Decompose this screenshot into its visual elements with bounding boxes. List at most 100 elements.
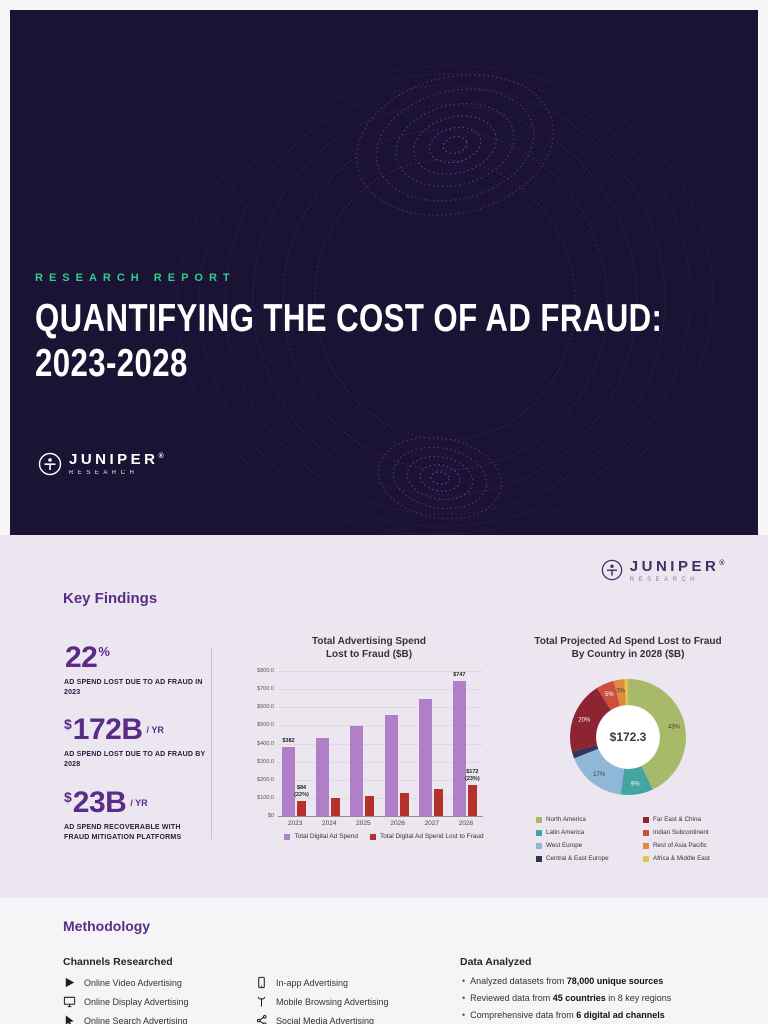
bullet-icon: •: [462, 976, 466, 986]
legend-item: Rest of Asia Pacific: [643, 839, 750, 852]
key-findings-heading: Key Findings: [63, 590, 158, 607]
brand-name: JUNIPER®: [629, 558, 728, 575]
bar-chart-title: Total Advertising Spend Lost to Fraud ($…: [312, 636, 426, 660]
legend-item: North America: [536, 813, 643, 826]
channels-list: Online Video Advertising Online Display …: [63, 976, 405, 1024]
donut-hole: [596, 705, 660, 769]
donut-percent-label: 3%: [616, 689, 625, 695]
stat-unit: / YR: [146, 725, 164, 736]
bullet-bold: 45 countries: [552, 993, 606, 1003]
bar-total-digital-ad-spend-lost-to-fraud: [365, 796, 375, 816]
bullet-icon: •: [462, 1010, 466, 1020]
legend-swatch: [643, 829, 649, 836]
gridline: [278, 743, 483, 745]
gridline: [278, 689, 483, 691]
stat-prefix: $: [64, 716, 72, 733]
donut-segment: [628, 679, 686, 790]
bar-total-digital-ad-spend: [384, 714, 398, 816]
legend-label: Rest of Asia Pacific: [653, 842, 707, 849]
legend-label: Total Digital Ad Spend: [294, 833, 358, 840]
data-analyzed-heading: Data Analyzed: [460, 956, 532, 968]
channels-researched-heading: Channels Researched: [63, 956, 173, 968]
legend-item: Indian Subcontinent: [643, 826, 750, 839]
donut-segment: [574, 748, 624, 795]
channel-mobile-browsing: Mobile Browsing Advertising: [255, 995, 405, 1008]
x-axis-label: 2028: [458, 820, 474, 827]
y-axis-label: $800.0: [257, 668, 274, 674]
list-item: • Comprehensive data from 6 digital ad ch…: [462, 1010, 671, 1020]
smartphone-icon: [258, 976, 265, 989]
stats-column: 22% AD SPEND LOST DUE TO AD FRAUD IN 202…: [64, 643, 216, 843]
bar-total-digital-ad-spend-lost-to-fraud: [399, 792, 409, 816]
social-media-icon: [256, 1014, 267, 1024]
channels-column-2: In-app Advertising Mobile Browsing Adver…: [255, 976, 405, 1024]
channel-label: Social Media Advertising: [276, 1015, 375, 1024]
y-axis-label: $700.0: [257, 686, 274, 693]
channel-label: In-app Advertising: [276, 977, 349, 988]
bullet-text: Comprehensive data from 6 digital ad cha…: [470, 1010, 665, 1020]
channel-label: Online Search Advertising: [84, 1015, 188, 1024]
donut-chart: Total Projected Ad Spend Lost to Fraud B…: [502, 635, 754, 865]
legend-item: Total Digital Ad Spend Lost to Fraud: [369, 833, 484, 840]
donut-segment: [620, 765, 653, 795]
donut-center-label: $172.3: [610, 730, 647, 744]
key-findings-section: JUNIPER® RESEARCH Key Findings 22% AD SP…: [0, 535, 768, 898]
channel-label: Online Video Advertising: [84, 977, 182, 988]
hero-text-block: RESEARCH REPORT QUANTIFYING THE COST OF …: [35, 272, 758, 386]
registered-mark: ®: [719, 560, 728, 567]
bar-data-label: $172 (23%): [464, 769, 480, 783]
donut-graphic: 43% 9% 17% 20% 5%3% $172.3: [570, 679, 686, 795]
legend-swatch: [536, 842, 542, 849]
stat-value: 22%: [64, 643, 216, 673]
legend-label: Africa & Middle East: [653, 855, 710, 862]
legend-swatch: [369, 833, 376, 840]
y-axis-label: $200.0: [257, 776, 274, 783]
hero-banner: RESEARCH REPORT QUANTIFYING THE COST OF …: [10, 10, 758, 535]
stat-item: 22% AD SPEND LOST DUE TO AD FRAUD IN 202…: [64, 643, 216, 698]
brand-name: JUNIPER®: [69, 451, 168, 468]
legend-swatch: [536, 855, 542, 862]
gridline: [278, 779, 483, 781]
bar-total-digital-ad-spend-lost-to-fraud: [297, 800, 306, 816]
registered-mark: ®: [158, 453, 168, 460]
donut-segment: [624, 679, 628, 706]
bar-data-label: $747: [453, 671, 466, 678]
legend-swatch: [536, 829, 542, 836]
x-axis-label: 2023: [287, 820, 303, 827]
donut-chart-title: Total Projected Ad Spend Lost to Fraud B…: [534, 636, 722, 660]
gridline: [278, 725, 483, 727]
bar-total-digital-ad-spend-lost-to-fraud: [467, 784, 477, 816]
y-axis-label: $400.0: [257, 740, 274, 747]
stat-item: $23B / YR AD SPEND RECOVERABLE WITH FRAUD…: [64, 787, 216, 843]
bar-total-digital-ad-spend: [282, 746, 295, 816]
bullet-icon: •: [462, 993, 466, 1003]
x-axis-label: 2026: [390, 820, 405, 827]
juniper-logo-purple: JUNIPER® RESEARCH: [601, 559, 728, 583]
legend-label: Total Digital Ad Spend Lost to Fraud: [379, 833, 484, 840]
legend-item: Africa & Middle East: [643, 852, 750, 865]
x-axis-label: 2024: [322, 820, 337, 827]
data-analyzed-list: • Analyzed datasets from 78,000 unique so…: [462, 976, 671, 1024]
stat-item: $172B / YR AD SPEND LOST DUE TO AD FRAUD …: [64, 715, 216, 770]
legend-item: Central & East Europe: [536, 852, 643, 865]
bar-chart: Total Advertising Spend Lost to Fraud ($…: [238, 635, 500, 840]
juniper-mark-icon: [38, 452, 62, 476]
donut-segment: [571, 744, 599, 759]
bullet-text: Analyzed datasets from 78,000 unique sou…: [470, 976, 664, 986]
legend-swatch: [643, 855, 649, 862]
gridline: [278, 671, 483, 672]
legend-item: Total Digital Ad Spend: [284, 833, 358, 840]
report-title-line2: 2023-2028: [35, 342, 188, 386]
legend-swatch: [536, 816, 542, 823]
brand-text: JUNIPER® RESEARCH: [69, 452, 167, 476]
donut-segment: [570, 688, 611, 752]
bar-total-digital-ad-spend: [452, 680, 466, 816]
stat-unit: / YR: [130, 797, 148, 808]
donut-percent-label: 9%: [631, 781, 640, 787]
channels-column-1: Online Video Advertising Online Display …: [63, 976, 213, 1024]
stat-caption: AD SPEND RECOVERABLE WITH FRAUD MITIGATI…: [64, 823, 182, 841]
donut-segment: [596, 680, 621, 710]
channel-online-display: Online Display Advertising: [63, 995, 213, 1008]
bar-total-digital-ad-spend: [316, 737, 330, 816]
